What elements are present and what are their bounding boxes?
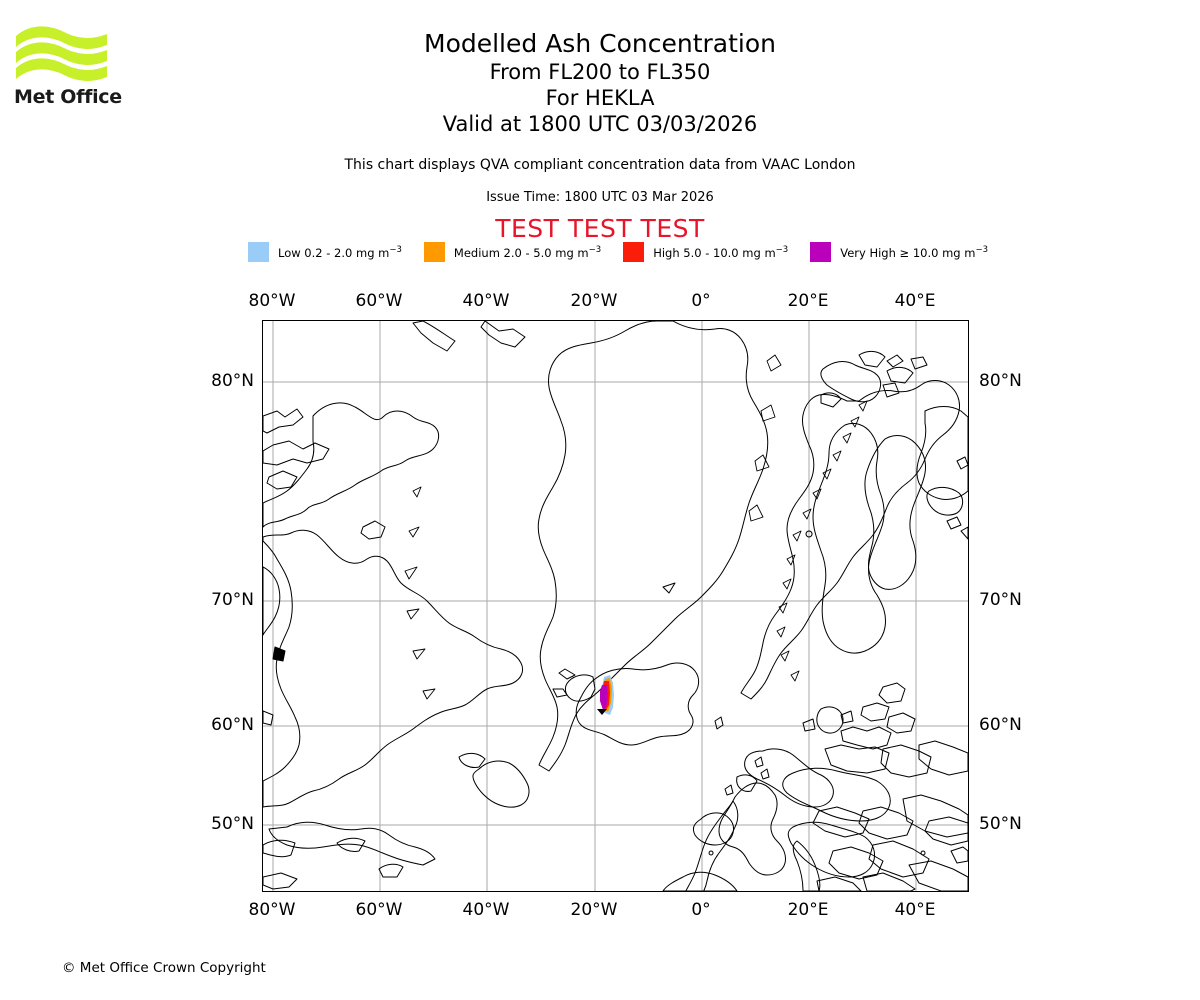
lon-tick-bottom-2: 40°W: [462, 900, 510, 920]
lon-tick-bottom-0: 80°W: [248, 900, 296, 920]
map-coastlines: [263, 321, 968, 891]
map-gridlines: [263, 321, 968, 891]
lon-tick-top-4: 0°: [691, 291, 711, 311]
legend-item-high: High 5.0 - 10.0 mg m−3: [623, 242, 788, 262]
ash-plume: [597, 675, 614, 715]
lon-tick-top-2: 40°W: [462, 291, 510, 311]
lat-tick-left-3: 50°N: [211, 814, 254, 834]
lat-tick-right-1: 70°N: [979, 590, 1022, 610]
lat-tick-right-0: 80°N: [979, 371, 1022, 391]
map-frame: [262, 320, 969, 892]
lon-tick-bottom-6: 40°E: [894, 900, 936, 920]
map-canvas: [263, 321, 968, 891]
legend-label-high: High 5.0 - 10.0 mg m−3: [653, 244, 789, 260]
page-title: Modelled Ash Concentration: [424, 29, 776, 58]
lon-tick-top-6: 40°E: [894, 291, 936, 311]
legend-swatch-very-high: [810, 242, 832, 262]
legend-item-very-high: Very High ≥ 10.0 mg m−3: [810, 242, 988, 262]
legend-swatch-low: [248, 242, 269, 262]
legend-label-low: Low 0.2 - 2.0 mg m−3: [278, 244, 402, 260]
lon-tick-bottom-5: 20°E: [787, 900, 829, 920]
lon-tick-bottom-3: 20°W: [570, 900, 618, 920]
concentration-legend: Low 0.2 - 2.0 mg m−3 Medium 2.0 - 5.0 mg …: [248, 241, 988, 263]
legend-label-medium: Medium 2.0 - 5.0 mg m−3: [453, 244, 602, 260]
legend-swatch-medium: [423, 242, 445, 262]
lon-tick-bottom-1: 60°W: [355, 900, 403, 920]
test-banner: TEST TEST TEST: [495, 214, 705, 243]
title-valid-time: Valid at 1800 UTC 03/03/2026: [442, 112, 758, 136]
copyright-notice: © Met Office Crown Copyright: [62, 960, 266, 976]
lat-tick-left-2: 60°N: [211, 715, 254, 735]
lat-tick-right-3: 50°N: [979, 814, 1022, 834]
title-block: Modelled Ash Concentration From FL200 to…: [0, 28, 1200, 137]
title-flight-levels: From FL200 to FL350: [489, 60, 711, 84]
lon-tick-top-3: 20°W: [570, 291, 618, 311]
issue-time: Issue Time: 1800 UTC 03 Mar 2026: [486, 190, 714, 205]
legend-item-low: Low 0.2 - 2.0 mg m−3: [248, 242, 402, 262]
volcano-marker: [597, 709, 607, 715]
ash-band-very-high: [600, 685, 608, 710]
lon-tick-top-0: 80°W: [248, 291, 296, 311]
lat-tick-left-1: 70°N: [211, 590, 254, 610]
met-office-wave-icon: [16, 26, 107, 81]
met-office-logo: Met Office: [14, 22, 124, 112]
chart-note: This chart displays QVA compliant concen…: [344, 157, 856, 173]
legend-item-medium: Medium 2.0 - 5.0 mg m−3: [423, 242, 602, 262]
title-volcano: For HEKLA: [545, 86, 655, 110]
met-office-logo-text: Met Office: [14, 86, 122, 108]
lon-tick-bottom-4: 0°: [691, 900, 711, 920]
lat-tick-left-0: 80°N: [211, 371, 254, 391]
legend-swatch-high: [623, 242, 645, 262]
map-area: [262, 320, 969, 892]
lat-tick-right-2: 60°N: [979, 715, 1022, 735]
lon-tick-top-1: 60°W: [355, 291, 403, 311]
legend-label-very-high: Very High ≥ 10.0 mg m−3: [840, 244, 988, 260]
lon-tick-top-5: 20°E: [787, 291, 829, 311]
